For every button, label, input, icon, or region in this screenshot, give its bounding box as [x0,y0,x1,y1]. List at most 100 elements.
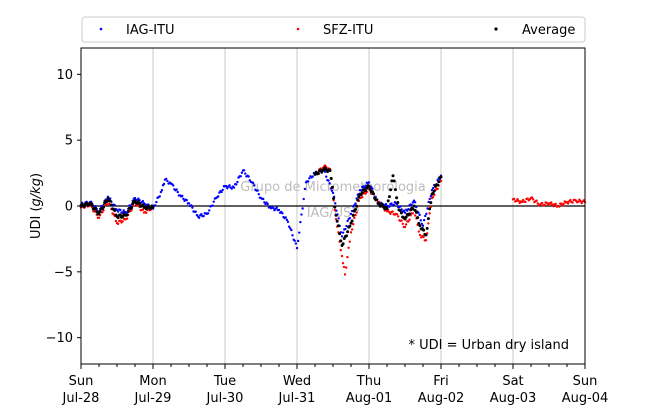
x-tick-label-date: Aug-03 [490,391,537,406]
data-point [524,200,527,204]
data-point [391,174,395,178]
data-point [392,179,396,183]
data-point [579,199,582,203]
data-point [428,207,432,211]
data-point [412,204,416,208]
legend: IAG-ITU SFZ-ITU Average [81,16,586,43]
data-point [552,205,555,208]
data-point [427,200,430,204]
y-tick-label: −5 [54,265,73,280]
data-point [530,196,534,199]
data-point [424,233,428,237]
data-point [336,224,340,228]
data-point [345,266,348,269]
data-point [560,202,563,205]
data-point [141,203,145,207]
x-tick-label-day: Mon [139,374,166,389]
data-point [410,203,413,207]
data-point [554,202,557,206]
data-point [352,223,355,226]
data-point [211,204,214,207]
data-point [416,216,420,220]
data-point [364,184,367,187]
data-point [293,239,296,243]
data-point [187,202,191,205]
data-point [342,265,346,269]
data-point [294,242,298,245]
data-point [95,209,99,213]
data-point [333,208,336,212]
data-point [281,212,284,215]
data-point [408,218,411,221]
x-tick-label-date: Jul-29 [134,391,172,406]
x-tick-label-date: Jul-28 [62,391,100,406]
data-point [130,206,134,210]
data-point [372,192,375,196]
data-point [375,198,379,202]
y-axis-ticks: −10 −5 0 5 10 [46,68,81,346]
data-point [417,221,421,225]
data-point [387,195,391,199]
data-point [432,189,436,193]
data-point [390,179,394,183]
x-tick-label-day: Sun [573,374,598,389]
data-point [424,239,428,242]
data-point [253,184,256,187]
data-point [301,207,304,210]
data-point [425,212,428,216]
data-point [430,189,434,192]
data-point [345,234,348,238]
data-point [166,179,169,183]
data-point [367,184,371,188]
data-point [429,195,433,198]
data-point [402,209,406,212]
data-point [345,224,348,228]
x-tick-label-day: Sun [69,374,94,389]
x-axis-ticks: Sun Jul-28 Mon Jul-29 Tue Jul-30 Wed Jul-31 Thu A… [62,364,608,406]
data-point [154,204,157,207]
data-point [520,200,524,204]
data-point [536,202,539,205]
data-point [359,189,363,192]
data-point [428,197,431,201]
data-point [348,240,351,243]
data-point [228,184,231,187]
data-point [206,212,210,215]
data-point [429,201,433,205]
data-point [343,273,347,276]
data-point [159,190,163,194]
data-point [357,195,361,199]
data-point [302,197,305,201]
data-point [102,205,105,209]
data-point [338,232,342,236]
watermark-line-2: IAG/USP [307,206,360,221]
data-point [346,255,349,259]
x-tick-label-date: Aug-02 [418,391,465,406]
data-point [439,175,443,179]
data-point [353,204,356,207]
data-point [236,180,239,184]
data-point [377,202,381,206]
data-point [431,195,435,199]
data-point [269,207,273,210]
data-point [407,207,410,211]
data-point [311,175,314,178]
data-point [411,212,415,215]
data-point [327,179,330,182]
data-point [97,216,101,220]
data-point [197,216,201,219]
data-point [105,203,109,206]
data-point [113,203,116,207]
data-point [546,203,550,207]
data-point [421,224,425,227]
data-point [151,205,155,209]
series-average [79,166,443,247]
data-point [185,198,188,202]
x-tick-label-date: Aug-01 [346,391,393,406]
data-point [220,190,223,194]
data-point [385,207,389,211]
data-point [339,248,342,252]
data-point [109,203,113,207]
y-tick-label: −10 [46,331,73,346]
data-point [335,219,339,223]
